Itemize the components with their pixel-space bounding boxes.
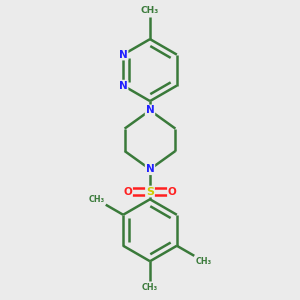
Text: O: O	[123, 187, 132, 196]
Text: CH₃: CH₃	[141, 6, 159, 15]
Text: S: S	[146, 187, 154, 196]
Text: N: N	[119, 50, 128, 60]
Text: N: N	[146, 105, 154, 116]
Text: CH₃: CH₃	[88, 195, 104, 204]
Text: N: N	[119, 81, 128, 91]
Text: CH₃: CH₃	[142, 283, 158, 292]
Text: O: O	[168, 187, 177, 196]
Text: N: N	[146, 164, 154, 174]
Text: CH₃: CH₃	[196, 256, 212, 266]
